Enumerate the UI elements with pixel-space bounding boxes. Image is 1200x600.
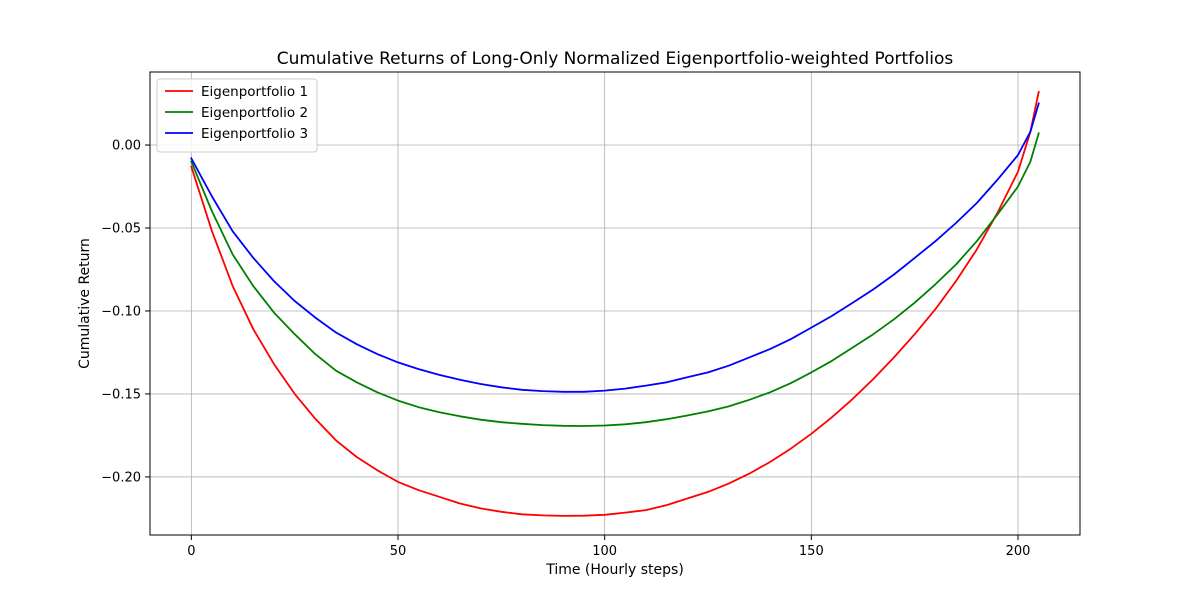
x-tick-label: 0 (187, 544, 195, 559)
legend-box (156, 78, 318, 153)
legend-label-1: Eigenportfolio 1 (201, 84, 308, 100)
legend-label-2: Eigenportfolio 2 (201, 105, 308, 121)
legend: Eigenportfolio 1 Eigenportfolio 2 Eigenpor… (156, 78, 318, 153)
y-tick-label: −0.10 (101, 304, 141, 319)
series-line-1 (190, 90, 1040, 517)
x-tick-label: 50 (390, 544, 407, 559)
grid (150, 72, 1080, 535)
x-tick-label: 100 (592, 544, 617, 559)
legend-label-3: Eigenportfolio 3 (201, 126, 308, 142)
y-axis-label: Cumulative Return (77, 238, 93, 369)
y-tick-label: −0.15 (101, 387, 141, 402)
x-tick-label: 150 (799, 544, 824, 559)
y-tick-label: −0.05 (101, 221, 141, 236)
y-tick-label: −0.20 (101, 470, 141, 485)
series-layer (190, 90, 1040, 517)
x-axis-label: Time (Hourly steps) (545, 562, 684, 578)
ticks: 0 50 100 150 200 0.00 −0.05 −0.10 −0.15 −0.20 (101, 139, 1030, 559)
series-line-3 (190, 102, 1040, 393)
chart-title: Cumulative Returns of Long-Only Normaliz… (277, 49, 954, 69)
y-tick-label: 0.00 (112, 139, 141, 154)
series-line-2 (190, 132, 1040, 427)
x-tick-label: 200 (1006, 544, 1031, 559)
axes-frame (149, 71, 1081, 536)
